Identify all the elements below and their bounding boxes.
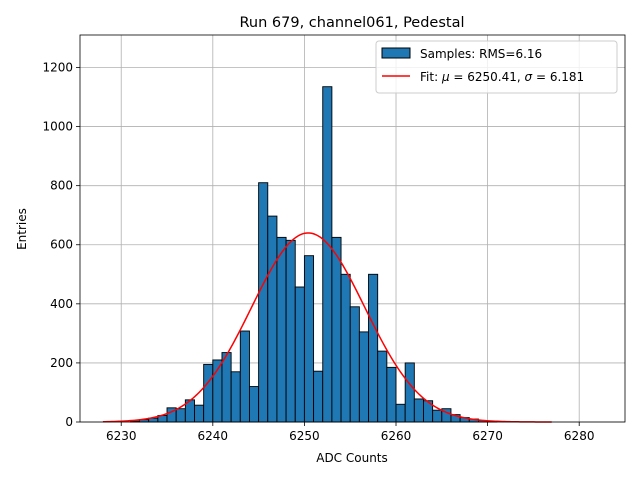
histogram-bar (294, 286, 305, 423)
histogram-bar (404, 362, 415, 423)
x-tick-label: 6280 (564, 429, 595, 443)
chart-title: Run 679, channel061, Pedestal (239, 15, 464, 31)
histogram-bar (239, 330, 250, 423)
legend: Samples: RMS=6.16 Fit: μ = 6250.41, σ = … (375, 40, 618, 94)
fit-sigma-symbol: σ (525, 70, 533, 84)
legend-box (375, 40, 618, 94)
x-axis-ticks: 6230 6240 6250 6260 6270 6280 (106, 422, 595, 443)
y-tick-label: 600 (50, 238, 73, 252)
fit-sigma-value: 6.181 (550, 70, 584, 84)
histogram-bar (377, 350, 388, 423)
histogram-bar (276, 236, 287, 423)
histogram-bar (395, 403, 406, 423)
y-tick-label: 800 (50, 179, 73, 193)
histogram-bar (285, 239, 296, 423)
histogram-bar (386, 366, 397, 423)
fit-label-prefix: Fit: (420, 70, 442, 84)
y-axis-label: Entries (15, 208, 29, 250)
y-tick-label: 1000 (42, 120, 73, 134)
legend-fit-label: Fit: μ = 6250.41, σ = 6.181 (420, 70, 584, 84)
fit-separator: , (517, 70, 525, 84)
histogram-bar (175, 408, 186, 423)
histogram-bar (313, 370, 324, 423)
histogram-bar (258, 182, 269, 423)
histogram-bar (358, 331, 369, 423)
y-tick-label: 200 (50, 356, 73, 370)
histogram-bar (413, 398, 424, 423)
histogram-bar (249, 386, 260, 423)
plot-frame (79, 34, 626, 423)
y-tick-label: 1200 (42, 60, 73, 74)
x-tick-label: 6240 (198, 429, 229, 443)
histogram-bar (349, 306, 360, 423)
histogram-bar (340, 273, 351, 423)
x-axis-label: ADC Counts (316, 451, 388, 465)
histogram-bar (322, 86, 333, 423)
histogram-bars (129, 86, 498, 423)
fit-mu-equals: = (450, 70, 468, 84)
x-tick-label: 6270 (472, 429, 503, 443)
grid-lines (80, 35, 625, 423)
x-tick-label: 6260 (381, 429, 412, 443)
histogram-bar (267, 215, 278, 423)
histogram-bar (331, 236, 342, 423)
histogram-bar (203, 363, 214, 423)
y-tick-label: 400 (50, 297, 73, 311)
histogram-bar (368, 273, 379, 423)
x-tick-label: 6250 (289, 429, 320, 443)
fit-curve (102, 232, 552, 423)
fit-mu-value: 6250.41 (467, 70, 517, 84)
legend-histogram-swatch (381, 47, 411, 59)
x-tick-label: 6230 (106, 429, 137, 443)
fit-sigma-equals: = (532, 70, 550, 84)
legend-histogram-label: Samples: RMS=6.16 (420, 47, 542, 61)
fit-mu-symbol: μ (441, 70, 450, 84)
y-axis-ticks: 0 200 400 600 800 1000 1200 (42, 60, 80, 429)
y-tick-label: 0 (65, 415, 73, 429)
histogram-bar (221, 352, 232, 423)
histogram-bar (432, 409, 443, 423)
histogram-bar (230, 371, 241, 423)
histogram-bar (303, 255, 315, 423)
histogram-bar (194, 404, 205, 423)
